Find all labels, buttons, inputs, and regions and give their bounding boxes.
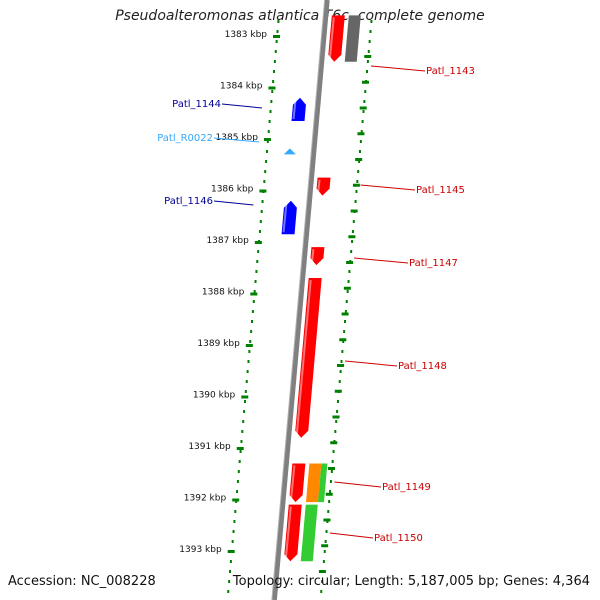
cog-bar: [344, 15, 361, 62]
scale-tick-label: 1391 kbp: [188, 442, 231, 452]
cog-bar: [305, 463, 322, 503]
scale-tick: [273, 35, 280, 38]
scale-tick: [227, 550, 235, 553]
scale-tick-label: 1384 kbp: [220, 82, 263, 92]
scale-tick-label: 1383 kbp: [225, 30, 268, 40]
gene-patl-1145[interactable]: [316, 177, 331, 196]
gc-dotted-line: [320, 20, 373, 593]
scale-tick-label: 1386 kbp: [211, 185, 254, 195]
map-title: Pseudoalteromonas atlantica T6c, complet…: [115, 8, 485, 24]
scale-tick-label: 1393 kbp: [179, 545, 222, 555]
gene-label[interactable]: Patl_1143: [426, 66, 475, 77]
scale-tick-label: 1387 kbp: [206, 236, 249, 246]
gene-label[interactable]: Patl_1150: [374, 533, 423, 544]
scale-tick: [241, 395, 249, 399]
scale-tick-label: 1388 kbp: [202, 288, 245, 298]
gene-patl-1143[interactable]: [328, 15, 361, 62]
gene-patl-1146[interactable]: [281, 200, 297, 235]
topology-text: Topology: circular; Length: 5,187,005 bp…: [232, 574, 590, 589]
scale-tick-label: 1385 kbp: [216, 133, 259, 143]
scale-tick-label: 1392 kbp: [184, 494, 227, 504]
gene-patl-1150[interactable]: [284, 504, 318, 562]
gene-label[interactable]: Patl_1149: [382, 482, 431, 493]
scale-tick: [245, 344, 253, 347]
scale-tick: [254, 241, 262, 244]
scale-tick: [259, 189, 267, 193]
scale-dotted-line: [227, 20, 280, 593]
scale-tick: [263, 138, 271, 141]
gene-label[interactable]: Patl_1144: [172, 99, 221, 110]
accession-text: Accession: NC_008228: [8, 574, 156, 589]
gene-label[interactable]: Patl_1145: [416, 185, 465, 196]
cog-bar: [300, 504, 318, 562]
scale-tick-label: 1390 kbp: [193, 391, 236, 401]
scale-tick: [268, 86, 276, 90]
gene-patl-1149[interactable]: [289, 463, 328, 503]
scale-tick: [236, 447, 244, 450]
gene-patl-r0022[interactable]: [283, 148, 296, 155]
genome-backbone: [271, 0, 330, 600]
scale-tick: [250, 292, 258, 296]
scale-tick-label: 1389 kbp: [197, 339, 240, 349]
gene-patl-1147[interactable]: [310, 247, 325, 266]
gene-patl-1148[interactable]: [295, 278, 322, 438]
gene-label[interactable]: Patl_R0022: [157, 133, 213, 144]
gene-label[interactable]: Patl_1146: [164, 196, 213, 207]
gene-label[interactable]: Patl_1148: [398, 361, 447, 372]
scale-tick: [232, 498, 240, 502]
gene-label[interactable]: Patl_1147: [409, 258, 458, 269]
gene-patl-1144[interactable]: [291, 97, 306, 121]
